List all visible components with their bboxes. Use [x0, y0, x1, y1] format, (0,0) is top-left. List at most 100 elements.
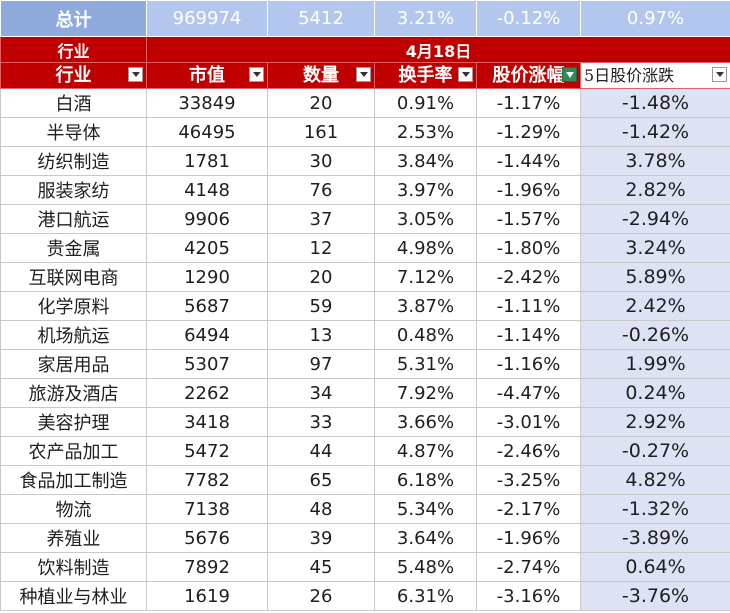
- industry-cell[interactable]: 物流: [0, 494, 147, 524]
- industry-cell[interactable]: 机场航运: [0, 320, 147, 350]
- price-change-cell[interactable]: -1.57%: [476, 204, 581, 234]
- price-change-cell[interactable]: -2.46%: [476, 436, 581, 466]
- total-market-value-cell[interactable]: 969974: [146, 0, 268, 37]
- turnover-cell[interactable]: 3.66%: [374, 407, 477, 437]
- filter-dropdown-market-value-button[interactable]: [249, 67, 264, 82]
- industry-cell[interactable]: 贵金属: [0, 233, 147, 263]
- turnover-cell[interactable]: 4.98%: [374, 233, 477, 263]
- header-change-5d[interactable]: 5日股价涨跌: [580, 62, 730, 89]
- change-5d-cell[interactable]: 2.92%: [580, 407, 730, 437]
- turnover-cell[interactable]: 3.87%: [374, 291, 477, 321]
- count-cell[interactable]: 37: [267, 204, 375, 234]
- count-cell[interactable]: 33: [267, 407, 375, 437]
- turnover-cell[interactable]: 4.87%: [374, 436, 477, 466]
- header-industry[interactable]: 行业: [0, 62, 147, 89]
- filter-dropdown-change-5d-button[interactable]: [712, 67, 727, 82]
- change-5d-cell[interactable]: -1.42%: [580, 117, 730, 147]
- price-change-cell[interactable]: -1.80%: [476, 233, 581, 263]
- industry-cell[interactable]: 农产品加工: [0, 436, 147, 466]
- price-change-cell[interactable]: -3.16%: [476, 581, 581, 611]
- turnover-cell[interactable]: 7.92%: [374, 378, 477, 408]
- price-change-cell[interactable]: -3.01%: [476, 407, 581, 437]
- market-value-cell[interactable]: 9906: [146, 204, 268, 234]
- price-change-cell[interactable]: -1.96%: [476, 175, 581, 205]
- total-count-cell[interactable]: 5412: [267, 0, 375, 37]
- change-5d-cell[interactable]: -0.26%: [580, 320, 730, 350]
- header-market-value[interactable]: 市值: [146, 62, 268, 89]
- price-change-cell[interactable]: -1.16%: [476, 349, 581, 379]
- market-value-cell[interactable]: 2262: [146, 378, 268, 408]
- change-5d-cell[interactable]: 3.24%: [580, 233, 730, 263]
- turnover-cell[interactable]: 5.48%: [374, 552, 477, 582]
- turnover-cell[interactable]: 3.64%: [374, 523, 477, 553]
- industry-cell[interactable]: 养殖业: [0, 523, 147, 553]
- industry-cell[interactable]: 种植业与林业: [0, 581, 147, 611]
- market-value-cell[interactable]: 3418: [146, 407, 268, 437]
- count-cell[interactable]: 65: [267, 465, 375, 495]
- industry-cell[interactable]: 饮料制造: [0, 552, 147, 582]
- price-change-cell[interactable]: -4.47%: [476, 378, 581, 408]
- count-cell[interactable]: 30: [267, 146, 375, 176]
- price-change-cell[interactable]: -1.29%: [476, 117, 581, 147]
- count-cell[interactable]: 26: [267, 581, 375, 611]
- market-value-cell[interactable]: 1619: [146, 581, 268, 611]
- industry-cell[interactable]: 白酒: [0, 88, 147, 118]
- count-cell[interactable]: 13: [267, 320, 375, 350]
- header-turnover[interactable]: 换手率: [374, 62, 477, 89]
- market-value-cell[interactable]: 46495: [146, 117, 268, 147]
- market-value-cell[interactable]: 7892: [146, 552, 268, 582]
- industry-cell[interactable]: 化学原料: [0, 291, 147, 321]
- industry-cell[interactable]: 纺织制造: [0, 146, 147, 176]
- total-label-cell[interactable]: 总计: [0, 0, 147, 37]
- count-cell[interactable]: 59: [267, 291, 375, 321]
- header-price-change[interactable]: 股价涨幅: [476, 62, 581, 89]
- count-cell[interactable]: 97: [267, 349, 375, 379]
- filter-active-price-change-button[interactable]: [562, 67, 577, 82]
- group-label-cell[interactable]: 行业: [0, 36, 147, 63]
- total-price-change-cell[interactable]: -0.12%: [476, 0, 581, 37]
- market-value-cell[interactable]: 1781: [146, 146, 268, 176]
- turnover-cell[interactable]: 2.53%: [374, 117, 477, 147]
- turnover-cell[interactable]: 5.34%: [374, 494, 477, 524]
- total-change-5d-cell[interactable]: 0.97%: [580, 0, 730, 37]
- total-turnover-cell[interactable]: 3.21%: [374, 0, 477, 37]
- change-5d-cell[interactable]: 1.99%: [580, 349, 730, 379]
- price-change-cell[interactable]: -1.11%: [476, 291, 581, 321]
- turnover-cell[interactable]: 6.31%: [374, 581, 477, 611]
- change-5d-cell[interactable]: -0.27%: [580, 436, 730, 466]
- count-cell[interactable]: 76: [267, 175, 375, 205]
- turnover-cell[interactable]: 3.84%: [374, 146, 477, 176]
- count-cell[interactable]: 20: [267, 88, 375, 118]
- industry-cell[interactable]: 旅游及酒店: [0, 378, 147, 408]
- change-5d-cell[interactable]: 5.89%: [580, 262, 730, 292]
- industry-cell[interactable]: 家居用品: [0, 349, 147, 379]
- change-5d-cell[interactable]: -2.94%: [580, 204, 730, 234]
- count-cell[interactable]: 45: [267, 552, 375, 582]
- price-change-cell[interactable]: -2.17%: [476, 494, 581, 524]
- turnover-cell[interactable]: 5.31%: [374, 349, 477, 379]
- turnover-cell[interactable]: 0.91%: [374, 88, 477, 118]
- change-5d-cell[interactable]: -3.76%: [580, 581, 730, 611]
- price-change-cell[interactable]: -1.96%: [476, 523, 581, 553]
- market-value-cell[interactable]: 5687: [146, 291, 268, 321]
- market-value-cell[interactable]: 7782: [146, 465, 268, 495]
- change-5d-cell[interactable]: 0.64%: [580, 552, 730, 582]
- header-count[interactable]: 数量: [267, 62, 375, 89]
- count-cell[interactable]: 44: [267, 436, 375, 466]
- industry-cell[interactable]: 食品加工制造: [0, 465, 147, 495]
- price-change-cell[interactable]: -2.74%: [476, 552, 581, 582]
- filter-dropdown-turnover-button[interactable]: [458, 67, 473, 82]
- count-cell[interactable]: 34: [267, 378, 375, 408]
- market-value-cell[interactable]: 7138: [146, 494, 268, 524]
- change-5d-cell[interactable]: -1.32%: [580, 494, 730, 524]
- change-5d-cell[interactable]: 0.24%: [580, 378, 730, 408]
- market-value-cell[interactable]: 33849: [146, 88, 268, 118]
- change-5d-cell[interactable]: -3.89%: [580, 523, 730, 553]
- turnover-cell[interactable]: 6.18%: [374, 465, 477, 495]
- price-change-cell[interactable]: -1.14%: [476, 320, 581, 350]
- price-change-cell[interactable]: -1.44%: [476, 146, 581, 176]
- price-change-cell[interactable]: -1.17%: [476, 88, 581, 118]
- turnover-cell[interactable]: 3.05%: [374, 204, 477, 234]
- filter-dropdown-count-button[interactable]: [356, 67, 371, 82]
- count-cell[interactable]: 48: [267, 494, 375, 524]
